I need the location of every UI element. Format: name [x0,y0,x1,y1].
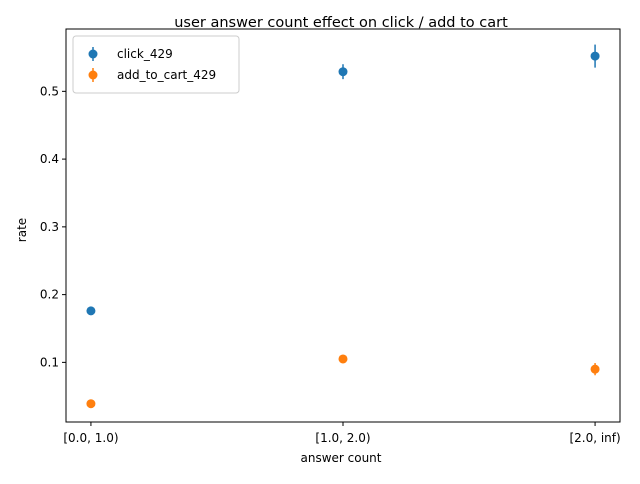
data-point [590,364,600,374]
y-tick-label: 0.3 [40,220,59,234]
legend-marker [88,49,98,59]
y-tick-label: 0.2 [40,288,59,302]
legend-marker [88,70,98,80]
y-axis-label: rate [15,218,29,242]
y-tick-label: 0.1 [40,355,59,369]
x-tick-label: [0.0, 1.0) [63,431,118,445]
legend-box [72,35,240,94]
chart-title: user answer count effect on click / add … [174,15,508,31]
data-point [590,51,600,61]
y-tick-label: 0.4 [40,152,59,166]
x-axis: [0.0, 1.0) [1.0, 2.0) [2.0, inf) [63,422,621,445]
data-point [338,67,348,77]
x-tick-label: [1.0, 2.0) [315,431,370,445]
data-point [86,306,96,316]
legend-label: click_429 [117,47,173,61]
legend-label: add_to_cart_429 [117,68,216,82]
y-tick-label: 0.5 [40,84,59,98]
y-axis: 0.1 0.2 0.3 0.4 0.5 [40,84,66,369]
data-point [86,399,96,409]
data-marks [86,44,600,409]
x-axis-label: answer count [300,451,381,465]
data-point [338,354,348,364]
legend: click_429 add_to_cart_429 [72,35,240,94]
x-tick-label: [2.0, inf) [569,431,620,445]
